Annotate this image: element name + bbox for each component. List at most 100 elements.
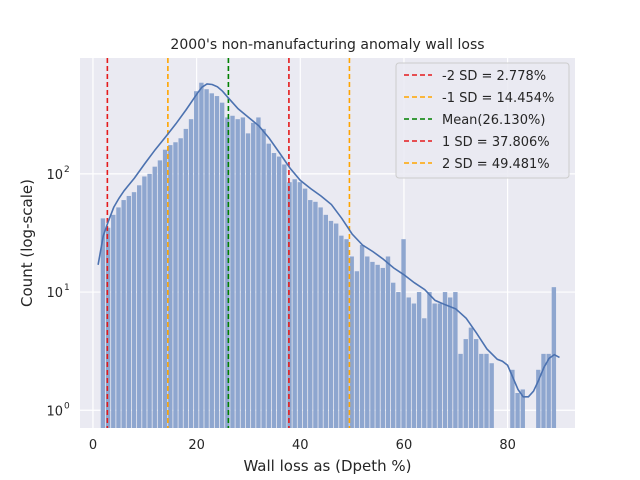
histogram-bar xyxy=(292,179,297,428)
histogram-bar xyxy=(204,89,209,428)
histogram-bar xyxy=(551,287,557,428)
histogram-bar xyxy=(473,339,479,428)
histogram-bar xyxy=(183,128,189,428)
histogram-bar xyxy=(411,303,417,428)
x-tick-label: 60 xyxy=(396,438,413,453)
kde-curve xyxy=(97,83,560,398)
histogram-bar xyxy=(100,218,106,428)
histogram-bar xyxy=(105,227,111,428)
histogram-bar xyxy=(536,369,541,428)
histogram-bar xyxy=(339,235,344,428)
histogram-bar xyxy=(194,91,199,428)
histogram-bar xyxy=(468,327,474,428)
histogram-bar xyxy=(520,389,525,428)
histogram-bar xyxy=(313,201,318,428)
histogram-bar xyxy=(328,220,334,428)
histogram-bar xyxy=(235,119,240,428)
histogram-bar xyxy=(245,133,251,428)
histogram-bar xyxy=(199,82,204,428)
histogram-bar xyxy=(333,223,339,428)
histogram-bar xyxy=(271,153,277,428)
histogram-bar xyxy=(390,282,396,428)
histogram-bar xyxy=(365,256,370,428)
y-tick-exponent: 0 xyxy=(64,401,70,411)
legend-label: -2 SD = 2.778% xyxy=(442,69,546,84)
histogram-bar xyxy=(173,142,178,428)
histogram-bar xyxy=(432,303,437,428)
histogram-bar xyxy=(479,353,484,428)
legend-label: 2 SD = 49.481% xyxy=(442,157,550,172)
histogram-bar xyxy=(240,117,246,428)
histogram-bar xyxy=(297,182,303,428)
histogram-bar xyxy=(209,93,214,428)
histogram-bar xyxy=(489,363,494,428)
histogram-bar xyxy=(385,256,391,428)
histogram-bar xyxy=(406,297,411,428)
histogram-bar xyxy=(256,117,261,428)
sd-lines xyxy=(106,58,351,428)
x-tick-label: 40 xyxy=(292,438,309,453)
legend: -2 SD = 2.778% -1 SD = 14.454% Mean(26.130… xyxy=(395,62,570,179)
histogram-bar xyxy=(354,271,360,428)
x-axis-label: Wall loss as (Dpeth %) xyxy=(243,457,411,475)
histogram-bar xyxy=(359,245,365,428)
histogram-bar xyxy=(396,292,401,428)
legend-label: Mean(26.130%) xyxy=(442,113,545,128)
histogram-bar xyxy=(137,185,142,428)
x-tick-label: 0 xyxy=(89,438,97,453)
histogram-bar xyxy=(282,164,287,428)
histogram-bar xyxy=(152,166,157,428)
histogram-bar xyxy=(510,369,515,428)
y-tick-exponent: 2 xyxy=(64,165,70,175)
chart-title: 2000's non-manufacturing anomaly wall lo… xyxy=(170,37,484,53)
histogram-bar xyxy=(380,267,386,428)
x-tick-label: 80 xyxy=(499,438,516,453)
y-tick-label: 10 xyxy=(46,404,63,419)
histogram-bar xyxy=(121,200,126,428)
histogram-bar xyxy=(261,128,266,428)
y-tick-label: 10 xyxy=(46,168,63,183)
histogram-bar xyxy=(375,264,380,428)
histogram-bar xyxy=(162,149,168,428)
histogram-bar xyxy=(458,353,463,428)
histogram-bar xyxy=(484,353,489,428)
histogram-bar xyxy=(349,256,354,428)
histogram-bar xyxy=(188,119,194,428)
histogram-bar xyxy=(453,292,458,428)
histogram-bar xyxy=(157,160,163,428)
histogram-bar xyxy=(219,102,225,429)
histogram-bar xyxy=(126,195,132,428)
histogram-bar xyxy=(178,138,183,428)
legend-label: 1 SD = 37.806% xyxy=(442,135,550,150)
histogram-bar xyxy=(318,207,323,428)
histogram-bar xyxy=(142,176,147,428)
histogram-bar xyxy=(546,353,551,428)
histogram-bar xyxy=(287,182,292,428)
histogram-bar xyxy=(214,96,220,428)
histogram-bar xyxy=(416,292,422,428)
y-tick-exponent: 1 xyxy=(64,283,70,293)
x-tick-labels: 0 20 40 60 80 xyxy=(89,438,516,453)
histogram-bar xyxy=(276,156,282,428)
x-tick-label: 20 xyxy=(188,438,205,453)
histogram-bar xyxy=(225,117,230,428)
histogram-bar xyxy=(515,392,520,428)
histogram-bar xyxy=(370,261,375,428)
histogram-bar xyxy=(230,115,235,428)
histogram-bar xyxy=(442,292,448,428)
histogram-bar xyxy=(111,214,116,428)
histogram-bar xyxy=(168,145,173,428)
histogram-bar xyxy=(147,173,152,428)
histogram-bar xyxy=(448,297,453,428)
histogram-bar xyxy=(266,143,271,429)
legend-box xyxy=(395,62,570,179)
histogram-bar xyxy=(463,339,468,428)
histogram-bar xyxy=(427,292,432,428)
histogram-bar xyxy=(131,192,137,428)
legend-label: -1 SD = 14.454% xyxy=(442,91,554,106)
histogram-bar xyxy=(251,122,256,428)
histogram-bar xyxy=(344,239,349,428)
y-axis-label: Count (log-scale) xyxy=(18,179,36,307)
